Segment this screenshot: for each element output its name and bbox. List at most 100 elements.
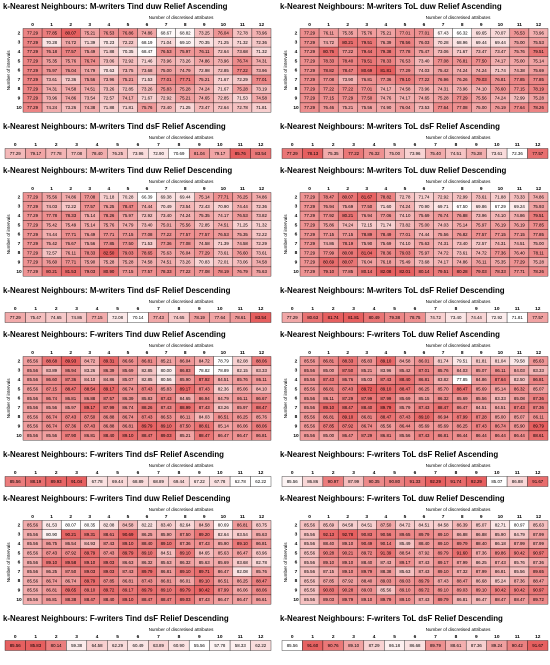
cell-value: 85.69	[399, 396, 411, 401]
cell-value: 87.36	[514, 578, 526, 583]
cell-value: 75.69	[342, 204, 354, 209]
cell-value: 77.29	[27, 269, 39, 274]
cell-value: 78.26	[533, 269, 545, 274]
cell-value: 76.11	[199, 49, 210, 54]
cell-value: 71.60	[380, 204, 392, 209]
cell-value: 85.56	[46, 433, 58, 438]
cell-value: 73.06	[103, 59, 115, 64]
cell-value: 92.13	[323, 532, 335, 537]
cell-value: 68.82	[180, 31, 192, 36]
cell-value: 75.63	[161, 250, 173, 255]
cell-value: 90.97	[533, 588, 545, 593]
cell-value: 86.88	[457, 532, 469, 537]
cell-value: 69.71	[438, 204, 450, 209]
cell-value: 75.83	[161, 86, 173, 91]
column-header: 1	[327, 22, 330, 28]
column-header: 10	[494, 634, 500, 640]
cell-value: 72.22	[65, 204, 77, 209]
column-header: 6	[137, 306, 140, 312]
cell-value: 86.74	[122, 387, 134, 392]
cell-value: 75.21	[380, 31, 392, 36]
row-header: 7	[295, 405, 298, 411]
column-header: 12	[536, 22, 542, 28]
column-header: 8	[461, 514, 464, 520]
cell-value: 74.03	[419, 68, 431, 73]
cell-value: 88.40	[103, 597, 115, 602]
cell-value: 76.88	[457, 213, 469, 218]
column-header: 0	[308, 186, 311, 192]
cell-value: 85.56	[304, 387, 316, 392]
cell-value: 85.63	[218, 551, 230, 556]
cell-value: 73.61	[218, 250, 230, 255]
cell-value: 76.04	[65, 68, 77, 73]
cell-value: 75.86	[323, 223, 335, 228]
column-header: 3	[88, 350, 91, 356]
cell-value: 72.08	[112, 315, 124, 320]
cell-value: 73.54	[84, 96, 96, 101]
row-header: 6	[295, 396, 298, 402]
column-header: 5	[127, 186, 130, 192]
cell-value: 88.40	[361, 560, 373, 565]
cell-value: 87.43	[514, 405, 526, 410]
cell	[250, 476, 272, 487]
cell-value: 90.28	[342, 588, 354, 593]
cell-value: 84.10	[256, 387, 268, 392]
cell-value: 77.15	[495, 232, 507, 237]
cell-value: 77.15	[514, 232, 526, 237]
cell-value: 77.29	[199, 250, 211, 255]
cell-value: 73.40	[450, 315, 462, 320]
cell-value: 76.67	[65, 241, 77, 246]
cell-value: 73.61	[457, 250, 469, 255]
cell-value: 78.33	[495, 269, 507, 274]
cell-value: 82.64	[218, 532, 230, 537]
cell-value: 87.99	[476, 569, 488, 574]
cell-value: 89.79	[342, 597, 354, 602]
cell-value: 86.11	[237, 396, 248, 401]
cell-value: 73.25	[199, 31, 211, 36]
cell-value: 89.10	[342, 414, 354, 419]
column-header: 4	[96, 634, 99, 640]
cell-value: 89.31	[84, 532, 96, 537]
row-header: 3	[18, 40, 21, 46]
row-header: 6	[18, 396, 21, 402]
cell-value: 77.22	[348, 151, 360, 156]
row-header: 10	[16, 433, 22, 439]
cell-value: 75.63	[256, 269, 268, 274]
cell-value: 84.58	[122, 523, 134, 528]
cell-value: 85.76	[256, 569, 268, 574]
cell-value: 84.51	[361, 523, 373, 528]
cell-value: 77.57	[532, 315, 544, 320]
cell-value: 73.96	[256, 68, 268, 73]
column-header: 7	[442, 186, 445, 192]
cell-value: 69.24	[514, 204, 526, 209]
cell-value: 89.03	[380, 578, 392, 583]
cell-value: 72.22	[256, 232, 268, 237]
cell-value: 74.65	[51, 315, 63, 320]
cell-value: 85.63	[161, 560, 173, 565]
cell-value: 85.00	[323, 433, 335, 438]
column-header: 0	[291, 142, 294, 148]
column-header: 5	[116, 634, 119, 640]
cell-value: 76.53	[514, 31, 526, 36]
row-header: 3	[295, 40, 298, 46]
cell-value: 88.47	[399, 387, 411, 392]
row-header: 9	[295, 260, 298, 266]
column-header: 3	[352, 470, 355, 476]
column-header: 2	[69, 350, 72, 356]
cell-value: 72.29	[256, 241, 268, 246]
cell-value: 81.74	[328, 315, 340, 320]
cell-value: 78.47	[342, 68, 354, 73]
cell-value: 76.60	[237, 250, 249, 255]
cell-value: 70.69	[173, 151, 185, 156]
cell-value: 92.29	[471, 479, 483, 484]
column-header: 12	[535, 634, 541, 640]
cell-value: 87.43	[161, 396, 173, 401]
cell-value: 78.89	[218, 368, 230, 373]
column-header: 3	[365, 186, 368, 192]
cell-value: 89.65	[65, 588, 77, 593]
cell-value: 86.81	[256, 433, 268, 438]
column-header: 3	[75, 634, 78, 640]
cell-value: 75.00	[419, 223, 431, 228]
cell-value: 86.47	[218, 569, 230, 574]
